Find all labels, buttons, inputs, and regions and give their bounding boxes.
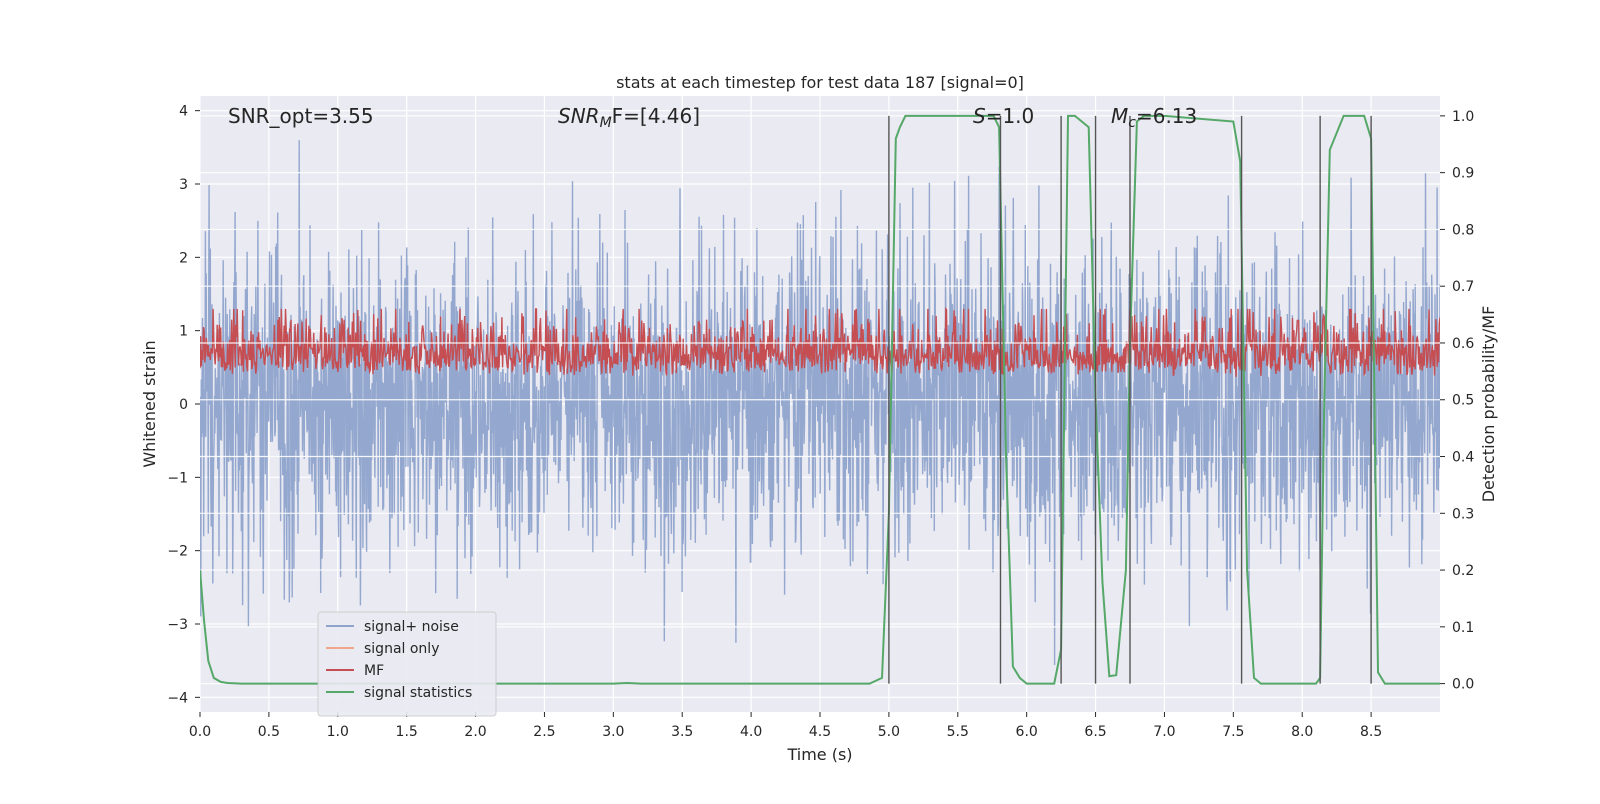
y2-tick-label: 0.7 (1452, 279, 1474, 295)
x-axis-label: Time (s) (786, 745, 852, 764)
y-tick-label: 1 (179, 324, 188, 340)
annotation-snr-mf-main: SNR (558, 104, 600, 128)
x-tick-label: 0.0 (189, 724, 211, 740)
x-tick-label: 1.5 (396, 724, 418, 740)
annotation-s-main: S (973, 104, 986, 128)
legend-box (317, 611, 497, 717)
y2-tick-label: 0.0 (1452, 677, 1474, 693)
annotation-snr-mf-rest: F=[4.46] (612, 104, 700, 128)
legend: signal+ noise signal only MF signal statist… (317, 611, 497, 717)
y2-tick-label: 0.1 (1452, 620, 1474, 636)
legend-label: signal statistics (364, 685, 472, 701)
y-tick-label: 0 (179, 397, 188, 413)
chart-title: stats at each timestep for test data 187… (616, 73, 1024, 92)
y-tick-label: −4 (167, 690, 188, 706)
data-layer (200, 114, 1440, 685)
legend-label: signal only (364, 641, 439, 657)
legend-label: signal+ noise (364, 619, 459, 635)
y-tick-label: −3 (167, 617, 188, 633)
y2-tick-label: 1.0 (1452, 109, 1474, 125)
x-tick-label: 2.5 (533, 724, 555, 740)
x-tick-label: 3.0 (602, 724, 624, 740)
y-axis-label: Whitened strain (140, 340, 159, 467)
series-mf-line (200, 306, 1440, 377)
annotation-s-rest: =1.0 (986, 104, 1035, 128)
annotation-mc-main: M (1111, 104, 1128, 128)
y2-tick-label: 0.3 (1452, 506, 1474, 522)
y2-axis-label: Detection probability/MF (1479, 306, 1498, 503)
x-tick-label: 7.0 (1153, 724, 1175, 740)
y-tick-label: −1 (167, 470, 188, 486)
annotation-mc-sub: c (1128, 115, 1136, 131)
y-tick-label: −2 (167, 544, 188, 560)
legend-label: MF (364, 663, 384, 679)
annotation-snr-opt: SNR_opt=3.55 (228, 104, 374, 128)
y2-tick-label: 0.4 (1452, 450, 1474, 466)
annotation-snr-mf-sub: M (600, 115, 612, 131)
x-tick-label: 3.5 (671, 724, 693, 740)
x-tick-label: 8.0 (1291, 724, 1313, 740)
annotation-mc: Mc=6.13 (1111, 104, 1197, 131)
x-tick-label: 6.5 (1084, 724, 1106, 740)
x-tick-label: 6.0 (1016, 724, 1038, 740)
x-tick-label: 8.5 (1360, 724, 1382, 740)
series-signal-noise-line (200, 140, 1440, 666)
y2-tick-label: 0.5 (1452, 393, 1474, 409)
x-tick-label: 4.5 (809, 724, 831, 740)
x-tick-label: 5.0 (878, 724, 900, 740)
y2-tick-label: 0.6 (1452, 336, 1474, 352)
y-tick-label: 2 (179, 250, 188, 266)
y-tick-label: 4 (179, 104, 188, 120)
annotation-snr-mf: SNRMF=[4.46] (558, 104, 700, 131)
y2-tick-label: 0.2 (1452, 563, 1474, 579)
axes: 0.0 0.5 1.0 1.5 2.0 2.5 3.0 3.5 4.0 4.5 5.0 5.5 6.0 6… (167, 104, 1474, 740)
x-tick-label: 1.0 (327, 724, 349, 740)
x-tick-label: 7.5 (1222, 724, 1244, 740)
y2-tick-label: 0.9 (1452, 166, 1474, 182)
annotation-mc-rest: =6.13 (1136, 104, 1197, 128)
x-tick-label: 5.5 (947, 724, 969, 740)
series-signal-statistics-line (200, 114, 1440, 685)
annotation-s: S=1.0 (973, 104, 1034, 128)
x-tick-label: 2.0 (464, 724, 486, 740)
x-tick-label: 4.0 (740, 724, 762, 740)
x-tick-label: 0.5 (258, 724, 280, 740)
y-tick-label: 3 (179, 177, 188, 193)
y2-tick-label: 0.8 (1452, 222, 1474, 238)
